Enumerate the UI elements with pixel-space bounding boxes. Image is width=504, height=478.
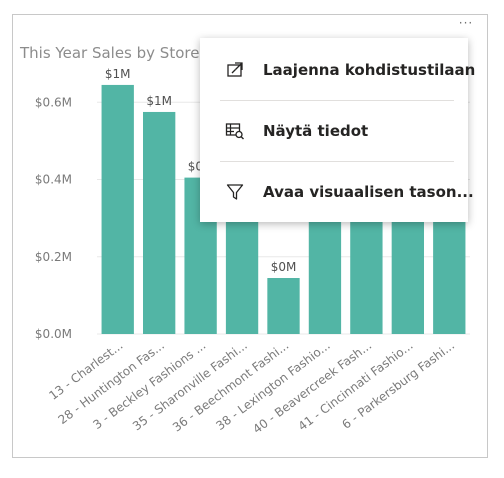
more-options-button[interactable]: ··· <box>458 16 474 30</box>
menu-item-label: Avaa visuaalisen tason... <box>263 183 474 201</box>
data-label: $0M <box>271 260 297 274</box>
bar[interactable] <box>143 111 176 334</box>
focus-mode-icon <box>224 59 246 81</box>
menu-separator <box>220 100 454 101</box>
bar[interactable] <box>267 278 300 334</box>
bar[interactable] <box>308 206 342 334</box>
context-menu: Laajenna kohdistustilaan Näytä tiedot Av… <box>200 38 475 222</box>
bar[interactable] <box>391 206 424 334</box>
menu-item-focus-mode[interactable]: Laajenna kohdistustilaan <box>200 40 475 100</box>
menu-item-show-data[interactable]: Näytä tiedot <box>200 101 468 161</box>
bar[interactable] <box>225 206 259 334</box>
menu-item-open-visual-level[interactable]: Avaa visuaalisen tason... <box>200 162 474 222</box>
y-tick-label: $0.2M <box>35 250 72 264</box>
data-label: $1M <box>146 94 172 108</box>
y-tick-label: $0.6M <box>35 95 72 109</box>
chart-title: This Year Sales by Store <box>20 44 200 62</box>
bar[interactable] <box>433 206 466 334</box>
data-label: $1M <box>105 67 131 81</box>
y-tick-label: $0.4M <box>35 173 72 187</box>
bar[interactable] <box>101 84 134 334</box>
menu-item-label: Laajenna kohdistustilaan <box>263 61 476 79</box>
show-data-icon <box>224 120 246 142</box>
bar[interactable] <box>350 206 383 334</box>
y-tick-label: $0.0M <box>35 327 72 341</box>
menu-item-label: Näytä tiedot <box>263 122 369 140</box>
filter-icon <box>224 181 246 203</box>
menu-separator <box>220 161 454 162</box>
